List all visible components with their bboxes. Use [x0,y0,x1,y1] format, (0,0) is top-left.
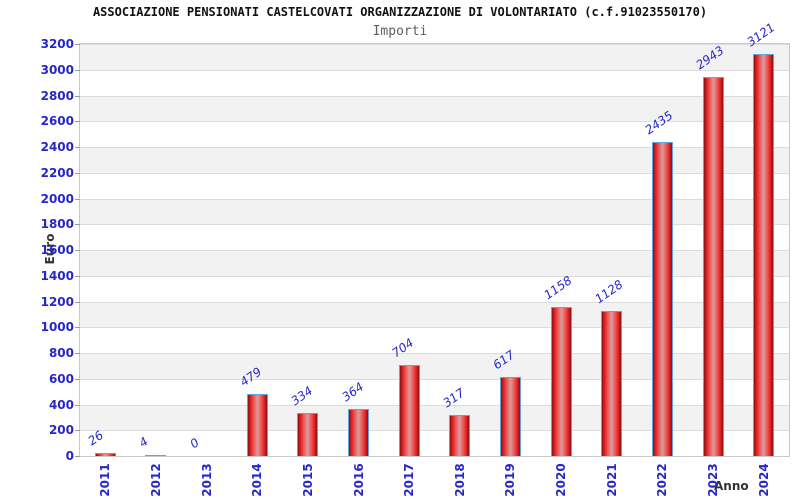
y-tick-label: 1600 [40,243,74,257]
bar-2014 [246,394,268,456]
y-tick-mark [75,404,80,406]
y-tick-label: 2000 [40,191,74,206]
x-tick-label: 2020 [554,463,569,497]
bar-2024 [753,54,775,456]
grid-band [80,250,789,276]
y-tick-label: 1000 [40,320,74,335]
gridline [80,404,789,406]
y-tick-mark [75,224,80,226]
grid-band [80,95,789,122]
bar-2011 [94,452,116,456]
y-tick-label: 1400 [40,268,74,283]
y-tick-mark [75,121,80,123]
gridline [80,430,789,432]
x-tick-label: 2023 [706,463,721,497]
gridline [80,121,789,123]
gridline [80,275,789,277]
bar-2023 [702,77,724,456]
grid-band [80,147,789,173]
x-tick-label: 2022 [655,463,670,497]
x-axis-title: Anno [714,479,749,493]
y-tick-label: 2800 [40,88,74,103]
y-tick-label: 3000 [40,62,74,77]
grid-band [80,69,789,96]
x-tick-label: 2018 [452,463,467,497]
bar-2019 [499,376,521,456]
y-tick-mark [75,44,80,45]
grid-band [80,224,789,250]
x-tick-label: 2017 [402,463,417,497]
y-tick-label: 2400 [40,140,74,154]
chart-title: ASSOCIAZIONE PENSIONATI CASTELCOVATI ORG… [92,5,708,19]
gridline [80,147,789,148]
y-tick-label: 2200 [40,165,74,180]
y-tick-mark [75,430,80,432]
y-tick-label: 800 [48,346,74,360]
grid-band [80,44,789,70]
y-tick-label: 600 [48,371,74,386]
bar-2017 [398,365,420,456]
grid-band [80,378,789,405]
y-tick-label: 400 [48,397,74,412]
bar-2015 [297,412,319,456]
bar-2016 [348,409,370,456]
y-tick-mark [75,456,80,457]
grid-band [80,301,789,328]
gridline [80,250,789,251]
y-tick-mark [75,198,80,200]
gridline [80,353,789,354]
gridline [80,95,789,97]
y-tick-label: 200 [48,423,74,438]
grid-band [80,172,789,199]
y-tick-label: 2600 [40,114,74,129]
x-tick-label: 2012 [148,463,163,497]
gridline [80,198,789,200]
chart-subtitle: Importi [372,24,428,39]
y-tick-mark [75,353,80,354]
grid-band [80,275,789,302]
gridline [80,301,789,303]
bar-2021 [601,310,623,456]
y-tick-mark [75,69,80,71]
gridline [80,69,789,71]
gridline [80,327,789,329]
x-tick-label: 2013 [199,463,214,497]
plot-area: 26 4 0 479 334 364 704 317 617 1158 1128 2435 2943 31… [79,20,790,457]
bar-2022 [651,142,673,456]
grid-band [80,353,789,379]
x-tick-label: 2016 [351,463,366,497]
gridline [80,378,789,380]
y-tick-label: 0 [65,449,74,463]
x-tick-label: 2014 [250,463,265,497]
x-tick-label: 2019 [503,463,518,497]
y-tick-mark [75,95,80,97]
y-tick-label: 1200 [40,294,74,309]
grid-band [80,430,789,456]
y-tick-mark [75,250,80,251]
gridline [80,172,789,174]
y-tick-mark [75,275,80,277]
y-tick-mark [75,378,80,380]
grid-band [80,327,789,353]
grid-band [80,121,789,147]
bar-2018 [449,415,471,456]
y-tick-mark [75,301,80,303]
y-tick-mark [75,327,80,329]
y-tick-mark [75,147,80,148]
y-tick-label: 3200 [40,37,74,51]
x-tick-label: 2024 [756,463,771,497]
grid-band [80,404,789,431]
grid-band [80,198,789,225]
gridline [80,44,789,45]
x-tick-label: 2015 [300,463,315,497]
bar-2012 [145,455,167,457]
gridline [80,224,789,226]
y-tick-mark [75,172,80,174]
x-tick-label: 2011 [98,463,113,497]
y-tick-label: 1800 [40,217,74,232]
x-tick-label: 2021 [604,463,619,497]
bar-2020 [550,306,572,456]
